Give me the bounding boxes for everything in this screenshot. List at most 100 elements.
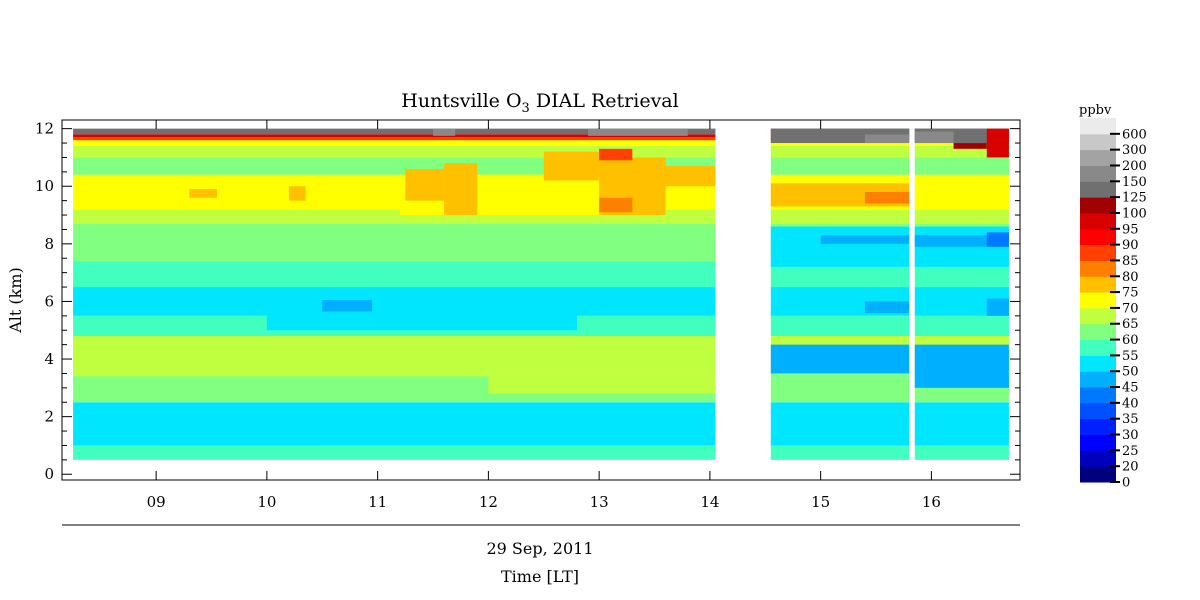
heatmap-cell <box>914 174 1009 210</box>
heatmap-cell <box>588 128 688 136</box>
heatmap-cell <box>914 209 1009 224</box>
heatmap-cell <box>770 145 910 158</box>
colorbar-swatch <box>1080 418 1116 436</box>
heatmap-cell <box>189 189 218 198</box>
heatmap-cell <box>914 344 1009 388</box>
x-tick-label: 12 <box>479 493 498 511</box>
colorbar-label: 25 <box>1122 444 1139 459</box>
x-axis-ticks: 09 10 11 12 13 14 15 16 <box>147 120 941 511</box>
colorbar-swatch <box>1080 307 1116 325</box>
heatmap-cell <box>156 408 323 446</box>
colorbar-label: 95 <box>1122 222 1139 237</box>
colorbar-label: 45 <box>1122 381 1139 396</box>
colorbar-label: 200 <box>1122 159 1147 174</box>
y-tick-label: 4 <box>44 350 54 368</box>
heatmap-cell <box>405 168 445 201</box>
heatmap-cell <box>770 344 910 374</box>
heatmap-cell <box>73 128 716 135</box>
heatmap-cell <box>73 140 716 146</box>
heatmap-cell <box>322 300 373 312</box>
colorbar-label: 65 <box>1122 317 1139 332</box>
y-tick-label: 0 <box>44 465 54 483</box>
colorbar-label: 85 <box>1122 254 1139 269</box>
heatmap-cell <box>599 148 633 161</box>
heatmap-cell <box>266 292 577 331</box>
heatmap-cell <box>770 445 910 460</box>
heatmap-cell <box>770 402 910 446</box>
colorbar-label: 50 <box>1122 365 1139 380</box>
y-tick-label: 10 <box>35 177 54 195</box>
heatmap-cell <box>864 134 910 144</box>
heatmap-cell <box>444 163 478 216</box>
colorbar-label: 100 <box>1122 206 1147 221</box>
colorbar-swatch <box>1080 197 1116 214</box>
x-tick-label: 11 <box>368 493 387 511</box>
heatmap-cell <box>914 131 954 144</box>
heatmap-cell <box>914 145 1009 158</box>
heatmap-cell <box>914 445 1009 460</box>
x-axis-label: Time [LT] <box>501 567 579 586</box>
colorbar-label: 60 <box>1122 333 1139 348</box>
heatmap-cell <box>770 157 910 175</box>
heatmap-cell <box>914 157 1009 175</box>
colorbar-swatch <box>1080 387 1116 404</box>
colorbar-swatch <box>1080 339 1116 356</box>
colorbar-swatch <box>1080 228 1116 246</box>
colorbar-swatch <box>1080 165 1116 182</box>
heatmap-cell <box>289 186 306 201</box>
x-tick-label: 15 <box>811 493 830 511</box>
x-tick-label: 09 <box>147 493 166 511</box>
x-tick-label: 14 <box>700 493 719 511</box>
y-tick-label: 12 <box>35 120 54 138</box>
heatmap-cell <box>914 315 1009 336</box>
heatmap-cell <box>820 235 910 244</box>
colorbar-unit-label: ppbv <box>1079 103 1112 118</box>
heatmap-cell <box>73 137 716 141</box>
colorbar: 0202530354045505560657075808590951001251… <box>1080 118 1147 491</box>
colorbar-label: 80 <box>1122 270 1139 285</box>
colorbar-label: 35 <box>1122 412 1139 427</box>
heatmap-cell <box>770 373 910 403</box>
colorbar-swatch <box>1080 133 1116 151</box>
colorbar-swatch <box>1080 212 1116 230</box>
colorbar-label: 600 <box>1122 127 1147 142</box>
heatmap-cell <box>953 143 987 149</box>
colorbar-label: 75 <box>1122 286 1139 301</box>
heatmap-cell <box>73 145 716 158</box>
colorbar-label: 20 <box>1122 460 1139 475</box>
heatmap-cell <box>73 261 716 288</box>
colorbar-label: 0 <box>1122 476 1130 491</box>
heatmap-cell <box>73 336 489 377</box>
colorbar-label: 40 <box>1122 396 1139 411</box>
colorbar-label: 30 <box>1122 428 1139 443</box>
y-axis-label: Alt (km) <box>6 267 25 334</box>
heatmap-cell <box>986 232 1009 247</box>
heatmap-cell <box>770 315 910 336</box>
heatmap-cell <box>543 151 600 181</box>
heatmap-cells <box>73 128 1009 460</box>
x-tick-label: 16 <box>922 493 941 511</box>
colorbar-swatch <box>1080 260 1116 277</box>
colorbar-label: 55 <box>1122 349 1139 364</box>
colorbar-swatch <box>1080 276 1116 293</box>
x-tick-label: 13 <box>590 493 609 511</box>
heatmap-cell <box>864 301 910 313</box>
colorbar-swatch <box>1080 402 1116 420</box>
x-axis-date: 29 Sep, 2011 <box>486 539 593 558</box>
colorbar-swatch <box>1080 149 1116 166</box>
colorbar-swatch <box>1080 323 1116 341</box>
heatmap-cell <box>643 166 716 187</box>
chart-title: Huntsville O3 DIAL Retrieval <box>401 90 678 116</box>
colorbar-label: 125 <box>1122 191 1147 206</box>
colorbar-label: 150 <box>1122 175 1147 190</box>
colorbar-swatch <box>1080 434 1116 451</box>
colorbar-swatch <box>1080 292 1116 309</box>
heatmap-cell <box>599 197 633 213</box>
heatmap-cell <box>770 226 910 267</box>
heatmap-cell <box>770 140 910 146</box>
colorbar-swatch <box>1080 450 1116 467</box>
heatmap-cell <box>73 134 716 138</box>
heatmap-cell <box>986 128 1009 158</box>
y-tick-label: 6 <box>44 292 54 310</box>
colorbar-label: 90 <box>1122 238 1139 253</box>
